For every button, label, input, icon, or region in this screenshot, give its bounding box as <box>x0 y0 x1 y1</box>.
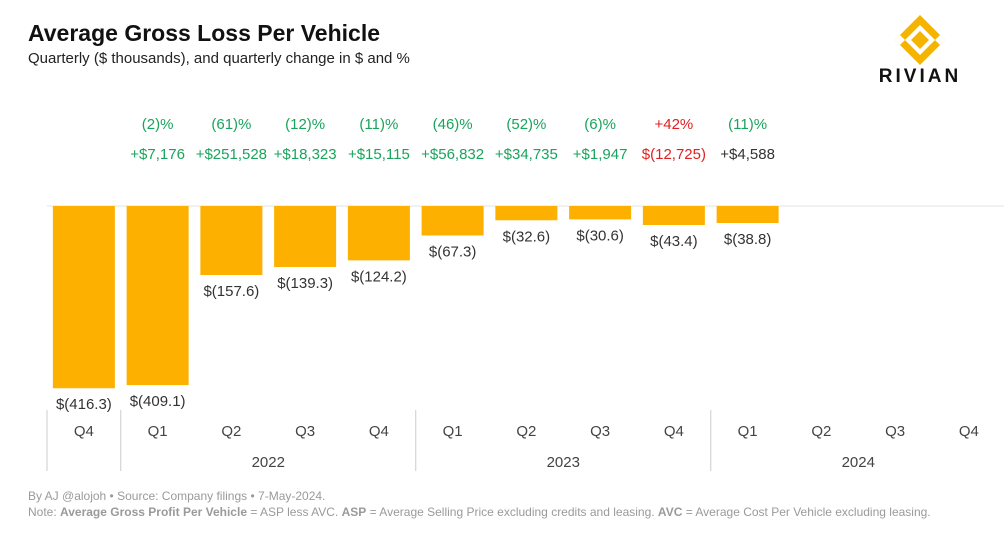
chart-subtitle: Quarterly ($ thousands), and quarterly c… <box>28 50 410 67</box>
note-def-avc: = Average Cost Per Vehicle excluding lea… <box>682 505 931 519</box>
x-tick-label: Q4 <box>74 423 94 440</box>
x-tick-label: Q2 <box>516 423 536 440</box>
source-credit: By AJ @alojoh • Source: Company filings … <box>28 489 326 503</box>
dollar-change-label: +$56,832 <box>421 146 484 163</box>
bar-value-label: $(67.3) <box>429 243 477 260</box>
rivian-wordmark: RIVIAN <box>878 66 962 87</box>
pct-change-label: (11)% <box>359 116 398 133</box>
x-year-label: 2024 <box>842 454 875 471</box>
x-tick-label: Q3 <box>885 423 905 440</box>
pct-change-label: (46)% <box>433 116 473 133</box>
note-term-asp: ASP <box>341 505 367 519</box>
bar-value-label: $(409.1) <box>130 393 186 410</box>
x-tick-label: Q1 <box>148 423 168 440</box>
rivian-logo-icon <box>895 15 945 65</box>
dollar-change-label: +$18,323 <box>274 146 337 163</box>
pct-change-label: (52)% <box>506 116 546 133</box>
x-tick-label: Q3 <box>295 423 315 440</box>
bar-value-label: $(139.3) <box>277 275 333 292</box>
dollar-change-label: +$34,735 <box>495 146 558 163</box>
bar <box>274 206 337 267</box>
x-tick-label: Q4 <box>369 423 389 440</box>
note-def-asp: = Average Selling Price excluding credit… <box>366 505 658 519</box>
dollar-change-label: $(12,725) <box>642 146 706 163</box>
x-tick-label: Q4 <box>664 423 684 440</box>
x-tick-label: Q4 <box>959 423 979 440</box>
pct-change-label: (12)% <box>285 116 325 133</box>
x-tick-label: Q1 <box>738 423 758 440</box>
note-term-avc: AVC <box>657 505 683 519</box>
chart-title: Average Gross Loss Per Vehicle <box>28 20 380 46</box>
bar-value-label: $(43.4) <box>650 233 698 250</box>
pct-change-label: (61)% <box>211 116 251 133</box>
pct-change-label: +42% <box>654 116 693 133</box>
note-prefix: Note: <box>28 505 61 519</box>
bar <box>126 206 189 386</box>
dollar-change-label: +$1,947 <box>573 146 628 163</box>
bar <box>716 206 779 223</box>
bar <box>347 206 410 261</box>
x-tick-label: Q2 <box>221 423 241 440</box>
note-term-gross-profit: Average Gross Profit Per Vehicle <box>60 505 247 519</box>
dollar-change-label: +$4,588 <box>720 146 775 163</box>
bar-value-label: $(30.6) <box>576 227 624 244</box>
definition-note: Note: Average Gross Profit Per Vehicle =… <box>28 504 978 520</box>
bar <box>200 206 263 275</box>
dollar-change-label: +$7,176 <box>130 146 185 163</box>
pct-change-label: (11)% <box>728 116 767 133</box>
bar <box>52 206 115 389</box>
pct-change-label: (6)% <box>584 116 616 133</box>
x-tick-label: Q1 <box>443 423 463 440</box>
bar <box>642 206 705 225</box>
x-year-label: 2023 <box>547 454 580 471</box>
x-tick-label: Q3 <box>590 423 610 440</box>
chart-footer: By AJ @alojoh • Source: Company filings … <box>28 488 978 520</box>
dollar-change-label: +$251,528 <box>196 146 267 163</box>
bar <box>495 206 558 221</box>
bar <box>421 206 484 236</box>
bar-value-label: $(416.3) <box>56 396 112 413</box>
x-year-label: 2022 <box>252 454 285 471</box>
note-def-gross-profit: = ASP less AVC. <box>247 505 342 519</box>
bar-value-label: $(124.2) <box>351 268 407 285</box>
bar-value-label: $(38.8) <box>724 231 772 248</box>
x-tick-label: Q2 <box>811 423 831 440</box>
pct-change-label: (2)% <box>142 116 174 133</box>
dollar-change-label: +$15,115 <box>348 146 410 163</box>
bar-value-label: $(157.6) <box>203 283 259 300</box>
bar <box>569 206 632 220</box>
bar-value-label: $(32.6) <box>503 228 551 245</box>
